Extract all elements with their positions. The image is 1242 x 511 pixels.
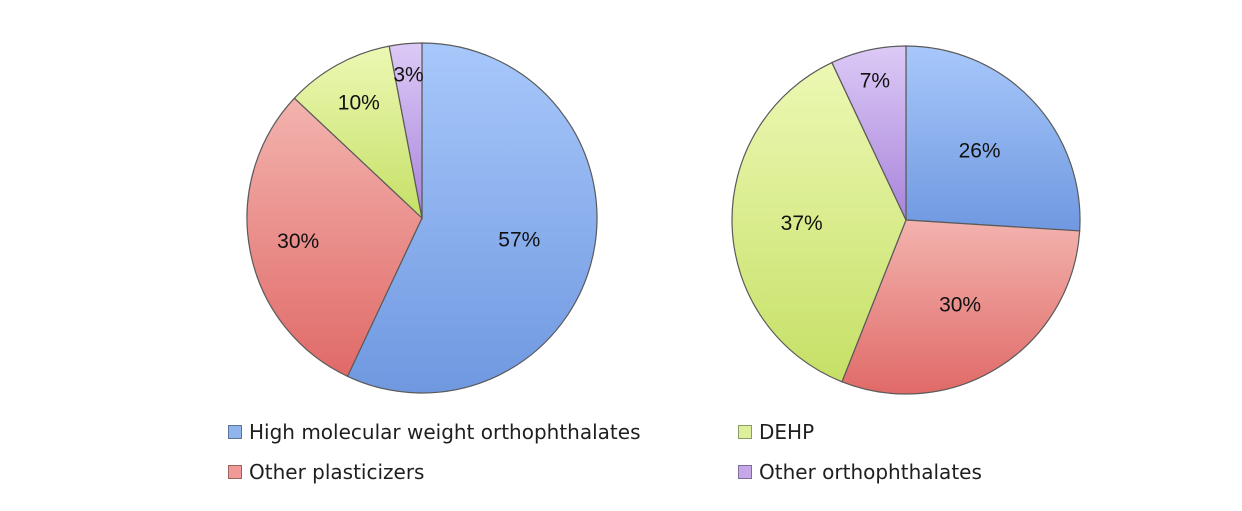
pie-slice-dehp [293, 45, 423, 220]
legend-label: DEHP [759, 420, 815, 444]
legend-item-other-plasticizers: Other plasticizers [228, 460, 424, 484]
slice-data-label: 57% [498, 228, 540, 251]
legend-label: High molecular weight orthophthalates [249, 420, 641, 444]
slice-data-label: 37% [781, 212, 823, 235]
pie-slice-high-molecular-weight-orthophthalates [346, 42, 598, 394]
pie-charts: 57% 30% 10% 3% 26% 30% 37% 7% [246, 42, 1081, 395]
slice-data-label: 10% [338, 92, 380, 115]
legend-swatch [228, 465, 242, 479]
legend-item-dehp: DEHP [738, 420, 814, 444]
legend-item-other-orthophthalates: Other orthophthalates [738, 460, 982, 484]
pie-chart-right: 26% 30% 37% 7% [731, 45, 1081, 395]
slice-data-label: 7% [860, 69, 890, 92]
pie-slice-other-orthophthalates [831, 45, 907, 221]
legend-label: Other plasticizers [249, 460, 425, 484]
pie-chart-left: 57% 30% 10% 3% [246, 42, 598, 394]
legend-item-high-molecular-weight: High molecular weight orthophthalates [228, 420, 641, 444]
pie-slice-other-orthophthalates [388, 42, 423, 219]
slice-data-label: 26% [959, 139, 1001, 162]
pie-slice-other-plasticizers [841, 219, 1081, 395]
legend-swatch [738, 425, 752, 439]
legend-swatch [228, 425, 242, 439]
pie-slice-dehp [731, 61, 907, 383]
legend-swatch [738, 465, 752, 479]
pie-slice-other-plasticizers [246, 97, 423, 378]
slice-data-label: 30% [277, 230, 319, 253]
legend-label: Other orthophthalates [759, 460, 982, 484]
slice-data-label: 30% [939, 294, 981, 317]
pie-slice-high-molecular-weight-orthophthalates [905, 45, 1081, 232]
slice-data-label: 3% [393, 64, 423, 87]
